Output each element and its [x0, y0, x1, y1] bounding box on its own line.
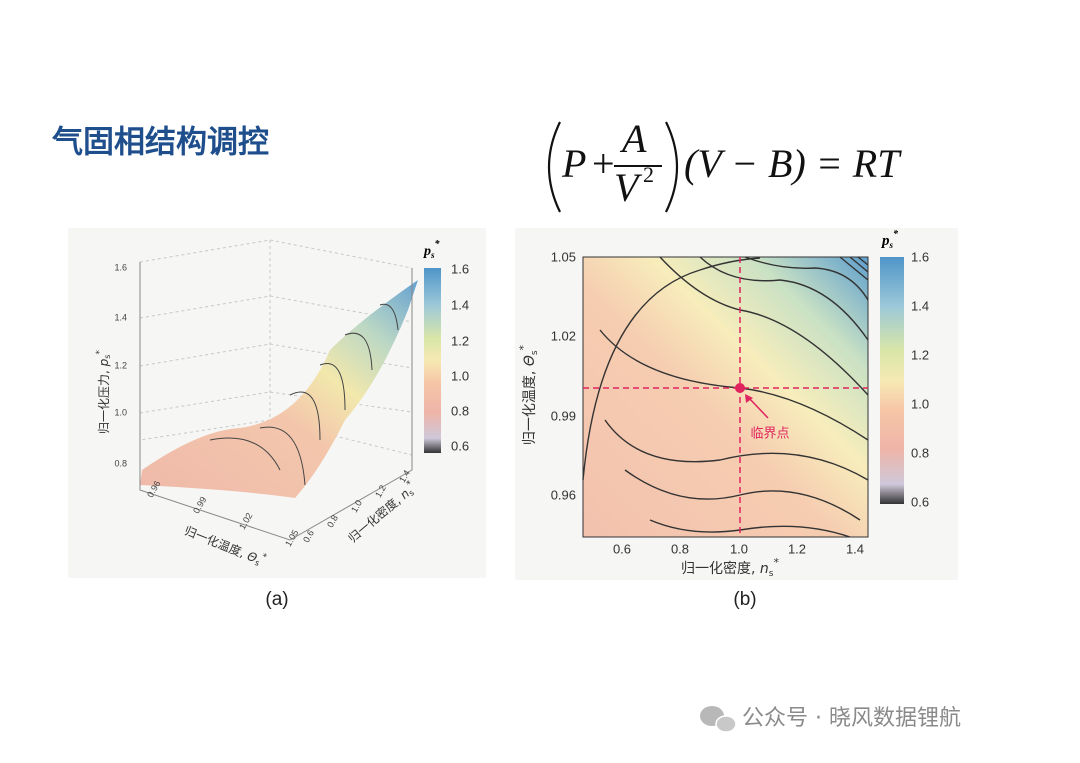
arrow-head — [745, 394, 753, 403]
contour-lines — [582, 256, 869, 538]
z-tick-label: 1.6 — [114, 262, 127, 272]
x-tick-label: 1.0 — [730, 541, 748, 556]
colorbar-title: ps* — [880, 229, 899, 250]
colorbar-tick-label: 1.4 — [451, 297, 469, 312]
watermark: 公众号 · 晓风数据锂航 — [700, 706, 961, 733]
paren — [547, 121, 561, 213]
z-tick-label: 1.0 — [114, 407, 127, 417]
eq-denominator: V — [614, 165, 643, 210]
caption: (b) — [733, 589, 756, 610]
contour-field — [583, 257, 868, 537]
equation: P + A V 2 (V − B) = RT — [547, 116, 902, 213]
y-tick-label: 1.02 — [551, 328, 576, 343]
colorbar-tick-label: 0.8 — [451, 403, 469, 418]
x-tick-label: 1.2 — [788, 541, 806, 556]
axes — [139, 262, 413, 541]
colorbar-tick-label: 1.0 — [911, 396, 929, 411]
wechat-icon — [715, 715, 737, 733]
surface-contours — [209, 303, 399, 486]
plot-frame — [582, 256, 869, 538]
x-tick-label: 0.8 — [671, 541, 689, 556]
colorbar-tick-label: 0.6 — [451, 438, 469, 453]
y-tick-label: 0.99 — [551, 408, 576, 423]
colorbar-tick-label: 1.2 — [451, 333, 469, 348]
eq-numerator: A — [619, 116, 647, 161]
z-axis-label: 归一化压力, ps* — [95, 350, 112, 434]
colorbar-tick-label: 1.0 — [451, 368, 469, 383]
y-tick-label: 0.96 — [551, 487, 576, 502]
z-tick-label: 1.2 — [114, 360, 127, 370]
z-tick-label: 0.8 — [114, 458, 127, 468]
y-tick-label: 1.05 — [551, 249, 576, 264]
watermark-text: 公众号 · 晓风数据锂航 — [742, 706, 961, 731]
slide-title: 气固相结构调控 — [51, 125, 269, 161]
caption: (a) — [265, 589, 288, 610]
critical-point — [735, 383, 745, 393]
paren — [665, 121, 679, 213]
annotation-arrow — [747, 396, 769, 419]
figure-b: 临界点 1.05 1.02 0.99 0.96 归一化温度, Θs* 0.6 0… — [515, 228, 958, 610]
colorbar-tick-label: 1.6 — [451, 261, 469, 276]
colorbar-tick-label: 0.8 — [911, 445, 929, 460]
colorbar-tick-label: 1.6 — [911, 249, 929, 264]
eq-exponent: 2 — [643, 162, 654, 187]
colorbar-title: ps* — [423, 239, 441, 260]
eq-op: + — [592, 141, 615, 186]
x-tick-label: 0.6 — [613, 541, 631, 556]
z-tick-label: 1.4 — [114, 312, 127, 322]
y-axis-label: 归一化温度, Θs* — [517, 344, 540, 445]
eq-rest: (V − B) = RT — [684, 141, 902, 186]
colorbar-tick-label: 1.2 — [911, 347, 929, 362]
colorbar-tick-label: 0.6 — [911, 494, 929, 509]
eq-term: P — [561, 141, 586, 186]
panel-bg — [68, 228, 486, 578]
x-axis-label: 归一化密度, ns* — [681, 556, 779, 579]
x-tick-label: 1.4 — [846, 541, 864, 556]
colorbar-tick-label: 1.4 — [911, 298, 929, 313]
colorbar — [424, 268, 441, 453]
annotation: 临界点 — [750, 427, 789, 442]
figure-a: 1.6 1.4 1.2 1.0 0.8 归一化压力, ps* 0.96 0.99… — [68, 228, 486, 610]
surface — [140, 280, 418, 498]
colorbar — [880, 257, 904, 504]
